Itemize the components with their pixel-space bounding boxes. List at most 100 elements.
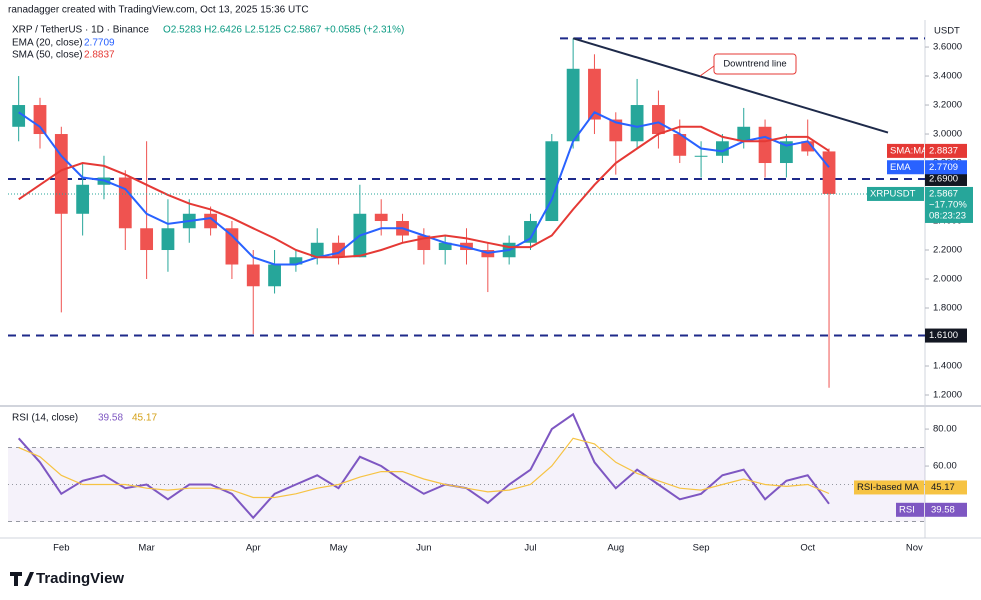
x-tick-label: Apr	[246, 543, 261, 554]
candle-body	[246, 264, 260, 287]
price-tag-countdown: 08:23:23	[929, 210, 966, 221]
y-tick-label: 3.2000	[933, 100, 962, 111]
level-tag-label: 2.6900	[929, 173, 958, 184]
legend-rsi-value: 39.58	[98, 413, 123, 424]
symbol-title: XRP / TetherUS · 1D · Binance	[12, 25, 149, 36]
candle-body	[76, 184, 90, 214]
candle-body	[140, 228, 154, 251]
candle-body	[801, 141, 815, 152]
logo: TradingView	[10, 570, 124, 587]
candle-body	[204, 213, 217, 229]
candle-body	[289, 257, 303, 265]
candle-body	[588, 68, 601, 120]
level-tag	[925, 328, 967, 343]
series-tag-label: 39.58	[931, 504, 955, 515]
candle-body	[673, 134, 687, 156]
legend-rsi-ma-value: 45.17	[132, 413, 157, 424]
x-tick-label: Jul	[524, 543, 536, 554]
y-tick-label: 1.4000	[933, 361, 962, 372]
brand: TradingView	[36, 570, 124, 587]
rsi-line	[18, 437, 830, 499]
series-tag-name-label: RSI	[899, 504, 915, 515]
series-tag	[925, 480, 967, 495]
legend-ema-value: 2.7709	[84, 38, 115, 49]
x-tick-label: Sep	[693, 543, 710, 554]
legend-ema: EMA (20, close)	[12, 38, 83, 49]
series-tag-label: 45.17	[931, 482, 955, 493]
series-tag-name	[887, 160, 924, 175]
y-tick-label: 3.4000	[933, 71, 962, 82]
candle-body	[268, 264, 281, 287]
x-tick-label: May	[330, 543, 348, 554]
candle-body	[33, 105, 47, 135]
candle-body	[652, 105, 665, 135]
series-tag	[925, 502, 967, 517]
candle-body	[716, 141, 729, 156]
y-tick-label: 2.0000	[933, 274, 962, 285]
level-tag	[925, 171, 967, 186]
candle-body	[12, 105, 26, 127]
series-tag-name-label: RSI-based MA	[857, 482, 919, 493]
price-tag-value: 2.5867	[929, 188, 958, 199]
annotation-arrow	[699, 65, 715, 77]
candle-body	[54, 134, 68, 214]
series-tag-name	[896, 502, 924, 517]
logo-mark	[10, 572, 34, 586]
candle-body	[225, 228, 239, 265]
series-tag-name-label: SMA:MA	[890, 145, 928, 156]
candle-body	[545, 141, 559, 222]
series-tag	[925, 160, 967, 175]
series-tag-name	[854, 480, 924, 495]
series-tag-name	[887, 143, 924, 158]
ohlc: O2.5283 H2.6426 L2.5125 C2.5867 +0.0585 …	[163, 25, 404, 36]
candle-body	[694, 155, 708, 157]
series-tag-name-label: EMA	[890, 162, 911, 173]
candle-body	[822, 151, 836, 194]
series-tag-label: 2.7709	[929, 162, 958, 173]
candle-body	[374, 213, 388, 222]
y-tick-label: 60.00	[933, 461, 957, 472]
level-tag-label: 1.6100	[929, 330, 958, 341]
candle-body	[609, 119, 623, 142]
candle-body	[118, 177, 132, 229]
series-tag-label: 2.8837	[929, 145, 958, 156]
ma-line	[18, 125, 830, 259]
y-tick-label: 3.0000	[933, 129, 962, 140]
x-tick-label: Oct	[800, 543, 815, 554]
candle-body	[630, 105, 644, 142]
x-tick-label: Feb	[53, 543, 69, 554]
annotation-box	[713, 53, 797, 75]
x-tick-label: Mar	[138, 543, 154, 554]
unit-label: USDT	[934, 26, 960, 37]
price-tag	[925, 186, 973, 223]
legend-sma: SMA (50, close)	[12, 50, 83, 61]
candle-body	[524, 221, 537, 243]
price-tag-change: −17.70%	[929, 199, 967, 210]
y-tick-label: 3.6000	[933, 42, 962, 53]
y-tick-label: 1.8000	[933, 303, 962, 314]
candle-body	[438, 242, 452, 251]
legend-rsi: RSI (14, close)	[12, 413, 78, 424]
symbol-tag-label: XRPUSDT	[870, 188, 916, 199]
candle-body	[161, 228, 175, 251]
credit: ranadagger created with TradingView.com,…	[8, 5, 309, 16]
x-tick-label: Jun	[416, 543, 431, 554]
candle-body	[779, 141, 793, 164]
x-tick-label: Aug	[607, 543, 624, 554]
symbol-tag	[867, 186, 924, 201]
annotation-label: Downtrend line	[723, 59, 786, 70]
y-tick-label: 80.00	[933, 424, 957, 435]
candle-body	[566, 68, 580, 142]
series-tag	[925, 143, 967, 158]
ma-line	[18, 111, 830, 266]
candle-body	[310, 242, 324, 258]
legend-sma-value: 2.8837	[84, 50, 115, 61]
trendline	[572, 37, 889, 134]
y-tick-label: 2.2000	[933, 245, 962, 256]
candle-body	[758, 126, 772, 164]
y-tick-label: 1.2000	[933, 390, 962, 401]
x-tick-label: Nov	[906, 543, 923, 554]
candle-body	[737, 126, 751, 142]
